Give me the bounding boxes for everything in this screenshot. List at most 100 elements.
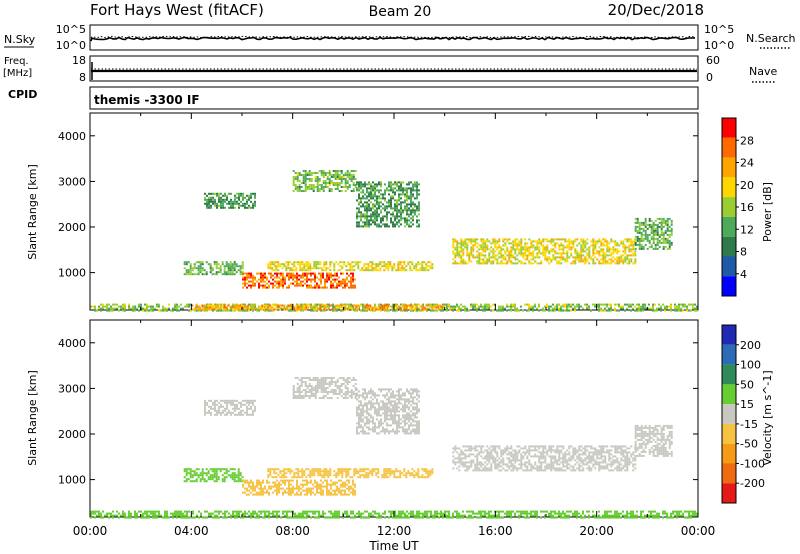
heatmap-cell — [522, 510, 524, 513]
heatmap-cell — [294, 176, 297, 178]
heatmap-cell — [412, 215, 414, 218]
heatmap-cell — [508, 258, 511, 261]
heatmap-cell — [476, 246, 479, 249]
heatmap-cell — [235, 306, 238, 309]
heatmap-cell — [360, 213, 362, 216]
heatmap-cell — [394, 512, 396, 515]
heatmap-cell — [106, 309, 108, 312]
heatmap-cell — [508, 260, 511, 263]
heatmap-cell — [221, 474, 224, 477]
heatmap-cell — [304, 188, 307, 190]
heatmap-cell — [293, 476, 296, 479]
heatmap-cell — [606, 254, 609, 257]
heatmap-cell — [642, 221, 645, 224]
heatmap-cell — [338, 284, 340, 287]
heatmap-cell — [630, 305, 632, 308]
heatmap-cell — [203, 273, 206, 276]
heatmap-cell — [189, 263, 192, 266]
heatmap-cell — [392, 512, 394, 515]
heatmap-cell — [262, 493, 264, 496]
heatmap-cell — [339, 306, 342, 309]
heatmap-cell — [220, 202, 222, 205]
heatmap-cell — [132, 305, 134, 308]
heatmap-cell — [319, 468, 322, 471]
heatmap-cell — [227, 267, 230, 270]
heatmap-cell — [538, 262, 541, 265]
heatmap-cell — [268, 485, 270, 488]
heatmap-cell — [368, 181, 370, 184]
heatmap-cell — [656, 512, 658, 515]
heatmap-cell — [674, 303, 676, 306]
heatmap-cell — [236, 200, 238, 203]
heatmap-cell — [524, 252, 527, 255]
heatmap-cell — [140, 510, 142, 513]
heatmap-cell — [215, 474, 218, 477]
heatmap-cell — [368, 195, 370, 198]
heatmap-cell — [400, 219, 402, 222]
heatmap-cell — [218, 196, 220, 199]
heatmap-cell — [258, 286, 260, 289]
heatmap-cell — [128, 305, 130, 308]
heatmap-cell — [310, 516, 312, 519]
heatmap-cell — [640, 233, 643, 236]
heatmap-cell — [276, 485, 278, 488]
heatmap-cell — [694, 510, 696, 513]
heatmap-cell — [232, 206, 234, 209]
heatmap-cell — [680, 309, 682, 312]
heatmap-cell — [370, 512, 372, 515]
heatmap-cell — [298, 282, 300, 285]
heatmap-cell — [410, 205, 412, 208]
heatmap-cell — [411, 306, 414, 309]
heatmap-cell — [278, 481, 280, 484]
heatmap-cell — [484, 309, 486, 312]
heatmap-cell — [514, 242, 517, 245]
heatmap-cell — [364, 201, 366, 204]
heatmap-cell — [620, 242, 623, 245]
heatmap-cell — [588, 254, 591, 257]
heatmap-cell — [476, 309, 478, 312]
heatmap-cell — [312, 190, 315, 192]
heatmap-cell — [288, 274, 290, 277]
heatmap-cell — [319, 308, 322, 311]
heatmap-cell — [326, 176, 329, 178]
heatmap-cell — [370, 191, 372, 194]
heatmap-cell — [500, 309, 502, 312]
heatmap-cell — [388, 185, 390, 188]
heatmap-cell — [209, 306, 212, 309]
heatmap-cell — [278, 483, 280, 486]
heatmap-cell — [320, 485, 322, 488]
heatmap-cell — [189, 265, 192, 268]
heatmap-cell — [666, 305, 668, 308]
heatmap-cell — [556, 256, 559, 259]
heatmap-cell — [366, 189, 368, 192]
heatmap-cell — [610, 258, 613, 261]
heatmap-cell — [305, 468, 308, 471]
heatmap-cell — [417, 472, 420, 475]
heatmap-cell — [668, 305, 670, 308]
heatmap-cell — [164, 514, 166, 517]
heatmap-cell — [666, 247, 669, 250]
heatmap-cell — [360, 199, 362, 202]
heatmap-cell — [696, 309, 698, 312]
heatmap-cell — [336, 176, 339, 178]
heatmap-cell — [280, 284, 282, 287]
heatmap-cell — [514, 248, 517, 251]
heatmap-cell — [658, 512, 660, 515]
heatmap-cell — [364, 510, 366, 513]
heatmap-cell — [526, 250, 529, 253]
heatmap-cell — [220, 413, 222, 416]
heatmap-cell — [389, 263, 392, 266]
heatmap-cell — [466, 516, 468, 519]
heatmap-cell — [118, 512, 120, 515]
heatmap-cell — [272, 512, 274, 515]
heatmap-cell — [199, 265, 202, 268]
heatmap-cell — [526, 514, 528, 517]
heatmap-cell — [252, 202, 254, 205]
heatmap-cell — [264, 491, 266, 494]
heatmap-cell — [209, 304, 212, 307]
heatmap-cell — [306, 174, 309, 176]
heatmap-cell — [275, 261, 278, 264]
heatmap-cell — [676, 307, 678, 310]
heatmap-cell — [411, 474, 414, 477]
heatmap-cell — [628, 260, 631, 263]
